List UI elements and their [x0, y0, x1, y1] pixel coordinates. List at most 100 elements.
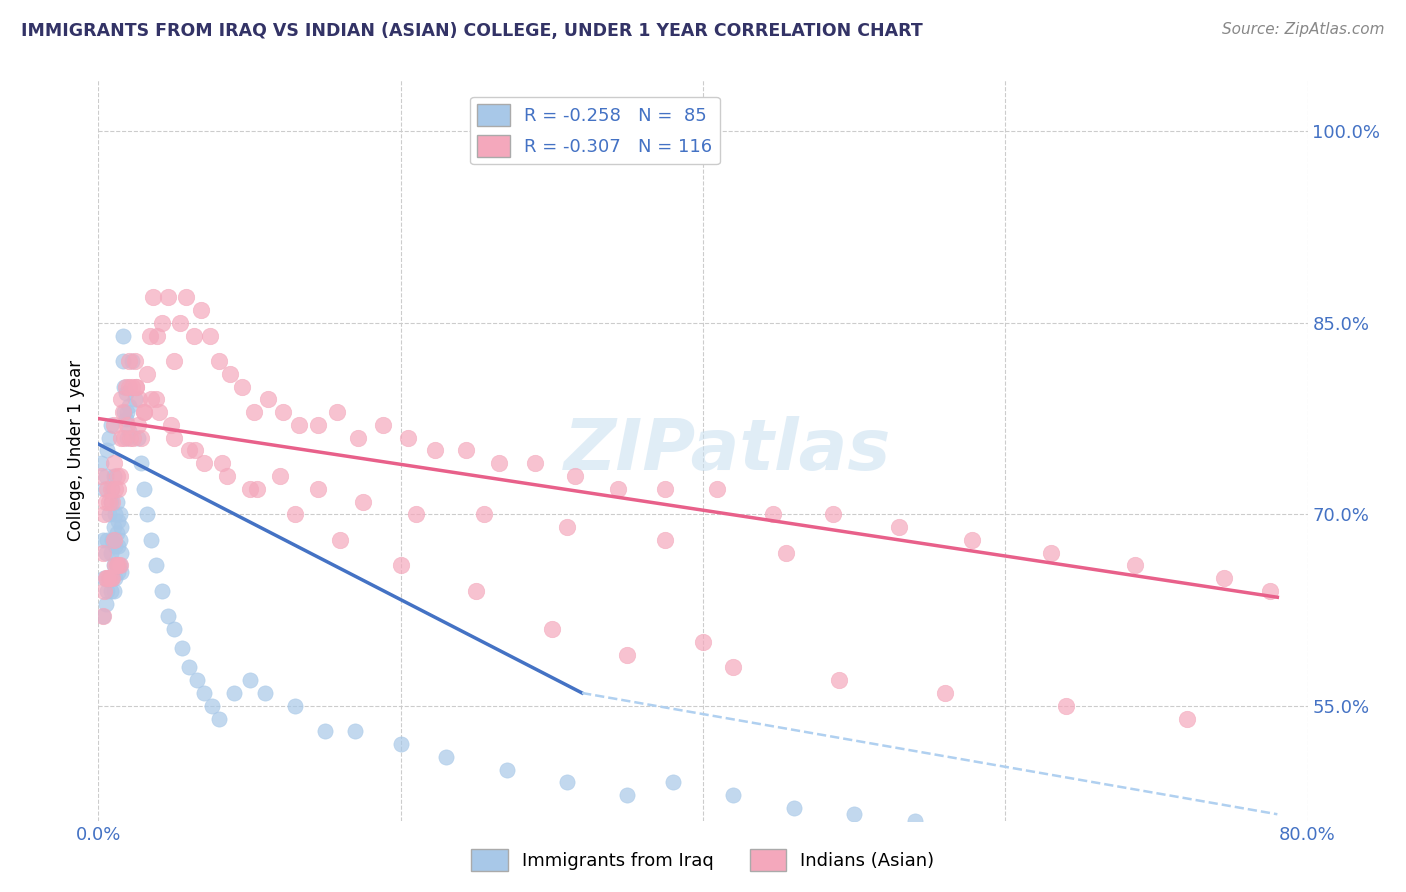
Point — [125, 379, 148, 393]
Point — [111, 405, 134, 419]
Point — [132, 405, 155, 419]
Point — [193, 686, 215, 700]
Point — [654, 482, 676, 496]
Point — [163, 431, 186, 445]
Point — [104, 558, 127, 573]
Point — [344, 724, 367, 739]
Point — [692, 635, 714, 649]
Point — [114, 411, 136, 425]
Point — [127, 431, 149, 445]
Point — [108, 469, 131, 483]
Point — [90, 469, 112, 483]
Point — [107, 514, 129, 528]
Point — [661, 775, 683, 789]
Point — [98, 508, 121, 522]
Point — [98, 571, 121, 585]
Point — [93, 583, 115, 598]
Point — [111, 328, 134, 343]
Point — [723, 788, 745, 802]
Point — [540, 622, 562, 636]
Point — [115, 431, 138, 445]
Point — [103, 520, 125, 534]
Point — [239, 673, 262, 688]
Point — [284, 508, 307, 522]
Point — [239, 482, 262, 496]
Point — [352, 494, 374, 508]
Point — [201, 698, 224, 713]
Point — [114, 379, 136, 393]
Point — [156, 609, 179, 624]
Point — [100, 482, 122, 496]
Point — [231, 379, 253, 393]
Point — [654, 533, 676, 547]
Point — [127, 417, 149, 432]
Point — [246, 482, 269, 496]
Point — [219, 367, 242, 381]
Point — [208, 354, 231, 368]
Point — [94, 545, 117, 559]
Point — [96, 571, 118, 585]
Point — [174, 290, 197, 304]
Point — [118, 354, 141, 368]
Point — [434, 749, 457, 764]
Point — [96, 583, 118, 598]
Point — [121, 354, 143, 368]
Point — [104, 539, 127, 553]
Point — [94, 494, 117, 508]
Point — [101, 571, 124, 585]
Point — [564, 469, 586, 483]
Point — [706, 482, 728, 496]
Text: Source: ZipAtlas.com: Source: ZipAtlas.com — [1222, 22, 1385, 37]
Point — [132, 482, 155, 496]
Point — [122, 431, 145, 445]
Point — [472, 508, 495, 522]
Point — [94, 571, 117, 585]
Point — [145, 392, 167, 407]
Point — [215, 469, 238, 483]
Point — [371, 417, 394, 432]
Point — [269, 469, 291, 483]
Point — [96, 482, 118, 496]
Point — [110, 565, 132, 579]
Point — [211, 456, 233, 470]
Point — [1039, 545, 1062, 559]
Point — [103, 533, 125, 547]
Point — [98, 571, 121, 585]
Point — [100, 583, 122, 598]
Point — [105, 469, 128, 483]
Point — [454, 443, 477, 458]
Point — [141, 533, 163, 547]
Point — [1258, 583, 1281, 598]
Point — [114, 386, 136, 401]
Point — [98, 494, 121, 508]
Point — [347, 431, 370, 445]
Point — [110, 392, 132, 407]
Point — [288, 417, 311, 432]
Point — [90, 456, 112, 470]
Point — [616, 648, 638, 662]
Point — [108, 533, 131, 547]
Point — [104, 571, 127, 585]
Point — [723, 660, 745, 674]
Point — [125, 379, 148, 393]
Point — [121, 379, 143, 393]
Point — [91, 533, 114, 547]
Point — [555, 775, 578, 789]
Y-axis label: College, Under 1 year: College, Under 1 year — [66, 359, 84, 541]
Point — [1213, 571, 1236, 585]
Point — [118, 379, 141, 393]
Point — [91, 609, 114, 624]
Point — [179, 443, 201, 458]
Point — [100, 417, 122, 432]
Point — [124, 354, 146, 368]
Point — [396, 431, 419, 445]
Text: ZIPatlas: ZIPatlas — [564, 416, 891, 485]
Point — [307, 482, 329, 496]
Point — [107, 565, 129, 579]
Point — [118, 425, 141, 439]
Point — [163, 622, 186, 636]
Point — [100, 494, 122, 508]
Point — [105, 494, 128, 508]
Point — [163, 354, 186, 368]
Point — [96, 443, 118, 458]
